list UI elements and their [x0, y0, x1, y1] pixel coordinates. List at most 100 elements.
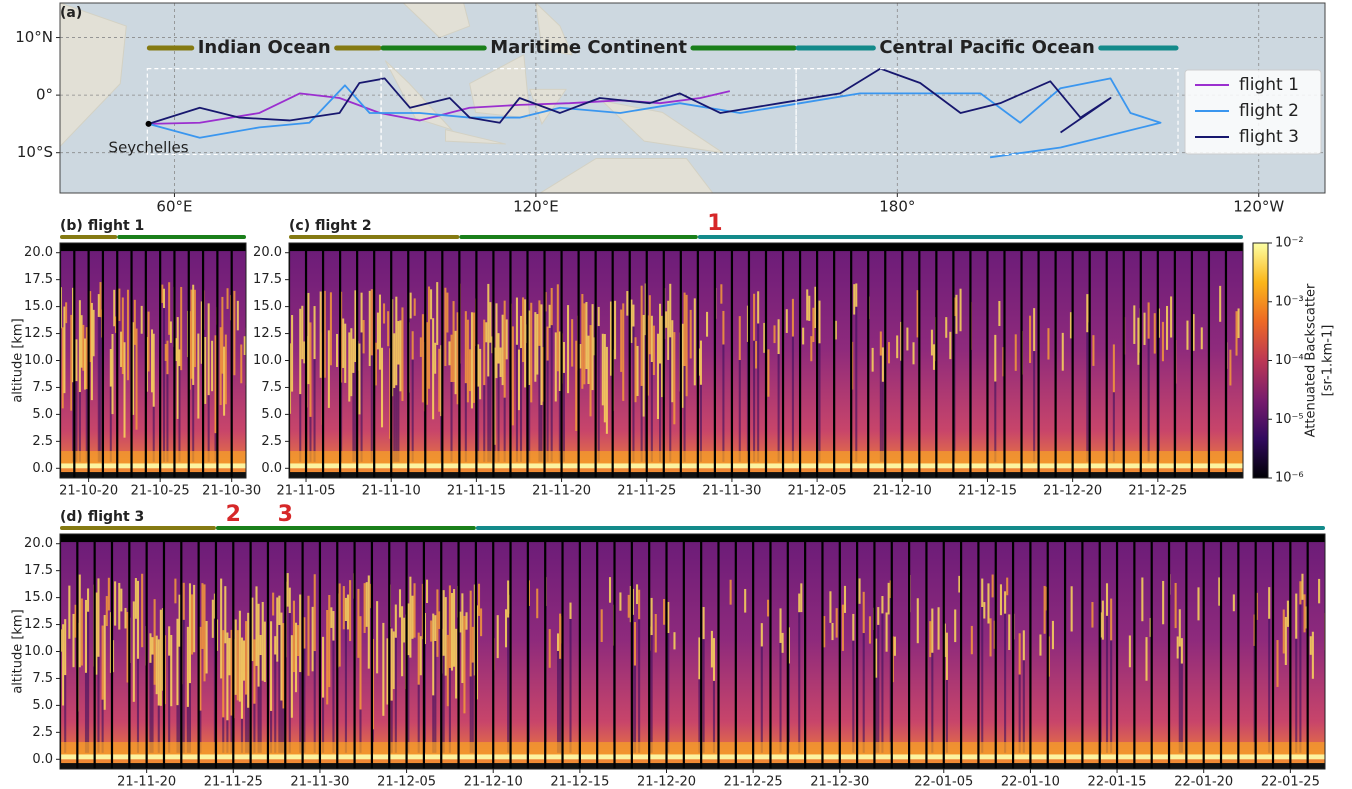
cloud [589, 325, 592, 417]
cloud [411, 331, 414, 360]
cloud [881, 596, 884, 614]
cloud [182, 582, 185, 620]
cloud [630, 299, 633, 343]
attenuated-column [994, 381, 997, 462]
x-tick-label: 21-12-25 [724, 775, 783, 789]
cloud [812, 307, 815, 343]
cloud [313, 574, 316, 652]
cloud [141, 573, 144, 648]
panel-label: (b) [60, 218, 83, 234]
cloud [170, 634, 173, 707]
cloud [530, 302, 533, 403]
cloud [959, 288, 962, 332]
cloud [603, 334, 606, 423]
cloud [640, 285, 643, 386]
cloud [464, 311, 467, 384]
x-tick-label: 21-12-05 [788, 484, 847, 499]
cloud [912, 342, 915, 365]
cloud [448, 341, 451, 366]
cloud [1180, 638, 1183, 664]
cloud [97, 294, 100, 317]
cloud [916, 290, 919, 338]
map-veil [60, 3, 1325, 193]
x-tick-label: 21-10-20 [59, 484, 118, 499]
cloud [556, 284, 559, 372]
cloud [330, 607, 333, 628]
cloud [648, 295, 651, 355]
cloud [120, 588, 123, 612]
x-tick-label: 21-11-15 [447, 484, 506, 499]
x-tick-label: 21-11-10 [362, 484, 421, 499]
cloud [483, 319, 486, 386]
cloud [430, 620, 433, 642]
cloud [290, 635, 293, 718]
cloud [1295, 593, 1298, 639]
cloud [352, 338, 355, 373]
attenuated-column [798, 612, 801, 753]
attenuated-column [818, 343, 821, 462]
cloud [134, 578, 137, 619]
cloud [455, 628, 458, 699]
cloud [434, 342, 437, 374]
attenuated-column [299, 672, 302, 753]
y-tick-label: 10.0 [24, 353, 53, 368]
cloud [393, 333, 396, 388]
cloud [436, 282, 439, 345]
attenuated-column [397, 364, 400, 462]
cloud [548, 304, 551, 328]
cloud [450, 334, 453, 383]
attenuated-column [247, 707, 250, 753]
cloud [407, 603, 410, 656]
cloud [338, 583, 341, 667]
attenuated-column [352, 372, 355, 462]
cloud [1061, 332, 1064, 371]
above-balloon [60, 243, 246, 252]
cloud [272, 592, 275, 616]
cloud [597, 306, 600, 327]
cloud [322, 636, 325, 698]
cloud [323, 290, 326, 378]
x-tick-label: 21-12-10 [464, 775, 523, 789]
cloud [87, 588, 90, 612]
attenuated-column [101, 699, 104, 753]
attenuated-column [562, 372, 565, 462]
y-tick-label: 0° [36, 86, 53, 104]
x-tick-label: 21-12-15 [958, 484, 1017, 499]
attenuated-column [97, 656, 100, 753]
cloud [421, 314, 424, 403]
cloud [853, 284, 856, 315]
cloud [987, 583, 990, 624]
x-tick-label: 22-01-25 [1261, 775, 1320, 789]
x-tick-label: 21-12-15 [550, 775, 609, 789]
cloud [581, 293, 584, 389]
cloud [454, 330, 457, 395]
cloud [489, 302, 492, 343]
cloud [354, 290, 357, 363]
cloud [362, 320, 365, 354]
cloud [448, 585, 451, 668]
cloud [224, 586, 227, 644]
cloud [729, 579, 732, 605]
attenuated-column [507, 617, 510, 753]
cloud [164, 343, 167, 361]
cloud [327, 330, 330, 408]
attenuated-column [881, 613, 884, 753]
cloud [444, 287, 447, 366]
cloud [176, 317, 179, 419]
cloud [63, 306, 66, 394]
cloud [1192, 314, 1195, 351]
cloud [571, 319, 574, 367]
cloud [299, 594, 302, 673]
cloud [191, 594, 194, 655]
y-tick-label: 12.5 [253, 326, 282, 341]
cloud [120, 331, 123, 368]
cloud [931, 608, 934, 653]
cloud [477, 344, 480, 387]
attenuated-column [280, 700, 283, 753]
cloud [205, 620, 208, 674]
cloud [299, 308, 302, 395]
attenuated-column [1086, 332, 1089, 462]
cloud [357, 588, 360, 658]
cloud [693, 298, 696, 386]
